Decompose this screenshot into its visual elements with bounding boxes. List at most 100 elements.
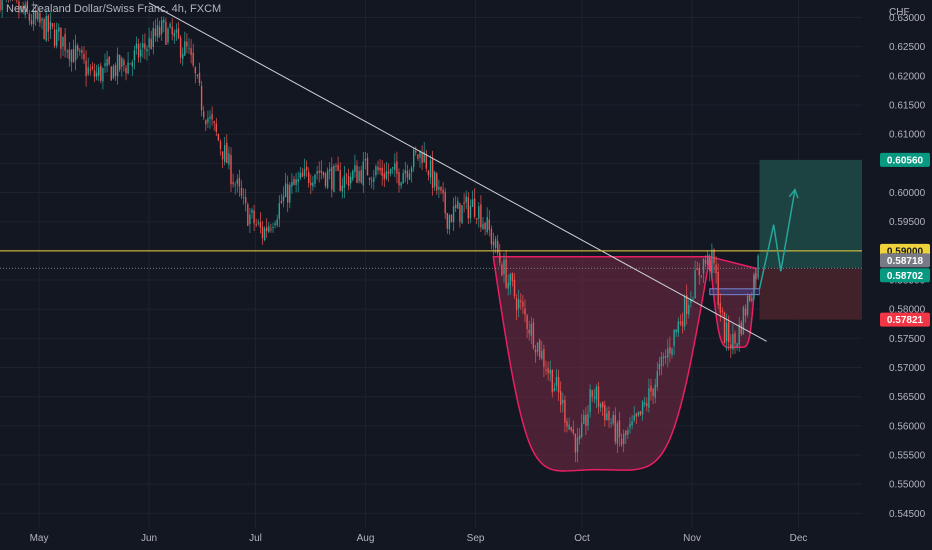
candle-body <box>51 23 54 27</box>
price-tag-label: 0.58702 <box>887 271 924 282</box>
candle-body <box>526 315 528 330</box>
x-tick-label: Oct <box>574 533 590 544</box>
candle-body <box>165 21 167 45</box>
candle-body <box>427 171 430 176</box>
candle-body <box>602 402 604 408</box>
candles <box>0 0 759 463</box>
candle-body <box>492 241 495 246</box>
candle-body <box>660 356 663 367</box>
candle-body <box>314 174 316 184</box>
candle-body <box>137 43 140 58</box>
candle-body <box>641 401 644 415</box>
candle-body <box>150 39 152 49</box>
candle-body <box>681 320 684 327</box>
candle-body <box>209 116 211 119</box>
candle-body <box>326 170 329 188</box>
candle-body <box>287 184 289 203</box>
candle-body <box>528 329 530 334</box>
candle-body <box>440 186 442 191</box>
candle-body <box>431 157 434 188</box>
y-tick-label: 0.61000 <box>889 130 926 141</box>
candle-body <box>507 282 509 289</box>
candle-body <box>318 170 320 173</box>
candle-body <box>408 173 411 180</box>
candle-body <box>215 123 217 132</box>
candle-body <box>251 209 253 213</box>
candle-body <box>58 27 60 32</box>
candle-body <box>560 391 562 406</box>
candle-body <box>163 19 165 23</box>
candle-body <box>135 43 138 49</box>
candle-body <box>616 423 619 444</box>
candle-body <box>364 159 367 161</box>
candle-body <box>280 200 283 203</box>
candle-body <box>60 27 62 49</box>
candle-body <box>28 13 31 21</box>
price-tag-stop: 0.57821 <box>880 312 930 327</box>
candle-body <box>490 229 493 245</box>
candle-body <box>717 272 719 305</box>
candle-body <box>131 61 133 67</box>
candle-body <box>639 411 642 415</box>
candle-body <box>196 74 199 76</box>
candle-body <box>623 433 625 444</box>
candle-body <box>203 111 205 118</box>
x-tick-label: Aug <box>357 533 375 544</box>
x-axis-labels[interactable]: May Jun Jul Aug Sep Oct Nov Dec <box>30 533 808 544</box>
candle-body <box>606 413 608 421</box>
candle-body <box>381 167 383 176</box>
candle-body <box>91 66 94 69</box>
candle-body <box>303 169 306 176</box>
candle-body <box>690 299 692 304</box>
candle-body <box>564 399 566 423</box>
candle-body <box>698 268 700 276</box>
y-tick-label: 0.56000 <box>889 421 926 432</box>
candle-body <box>64 33 66 51</box>
candle-body <box>112 66 115 79</box>
candle-body <box>278 203 280 219</box>
candle-body <box>740 322 742 335</box>
candle-body <box>114 65 117 77</box>
candle-body <box>337 164 339 171</box>
candle-body <box>715 264 717 274</box>
candle-body <box>247 204 249 226</box>
candle-body <box>104 63 106 66</box>
candle-body <box>305 166 308 171</box>
candle-body <box>228 153 230 165</box>
candle-body <box>200 85 203 111</box>
candle-body <box>425 153 427 169</box>
candle-body <box>593 397 595 399</box>
candle-body <box>83 53 85 60</box>
candle-body <box>450 215 453 223</box>
x-tick-label: May <box>30 533 49 544</box>
candle-body <box>41 18 43 21</box>
candle-body <box>473 198 476 217</box>
candle-body <box>375 166 377 176</box>
candle-body <box>322 171 325 176</box>
candle-body <box>148 37 150 48</box>
y-tick-label: 0.59500 <box>889 217 926 228</box>
candle-body <box>612 414 614 424</box>
candle-body <box>85 60 87 77</box>
candle-body <box>599 403 602 408</box>
candle-body <box>74 45 77 61</box>
candle-body <box>574 433 577 453</box>
candle-body <box>312 182 314 187</box>
price-tag-box <box>880 268 930 283</box>
candle-body <box>324 173 327 187</box>
candle-body <box>583 414 585 424</box>
candle-body <box>102 68 104 82</box>
candle-body <box>142 43 144 48</box>
candle-body <box>106 58 108 66</box>
target-zone <box>759 159 866 269</box>
candle-body <box>746 295 749 315</box>
candle-body <box>377 166 379 171</box>
y-tick-label: 0.55500 <box>889 451 926 462</box>
candle-body <box>30 20 33 24</box>
candle-body <box>345 174 348 176</box>
candle-body <box>486 216 488 233</box>
candle-body <box>274 223 276 226</box>
candle-body <box>459 203 461 222</box>
candle-body <box>119 55 121 70</box>
